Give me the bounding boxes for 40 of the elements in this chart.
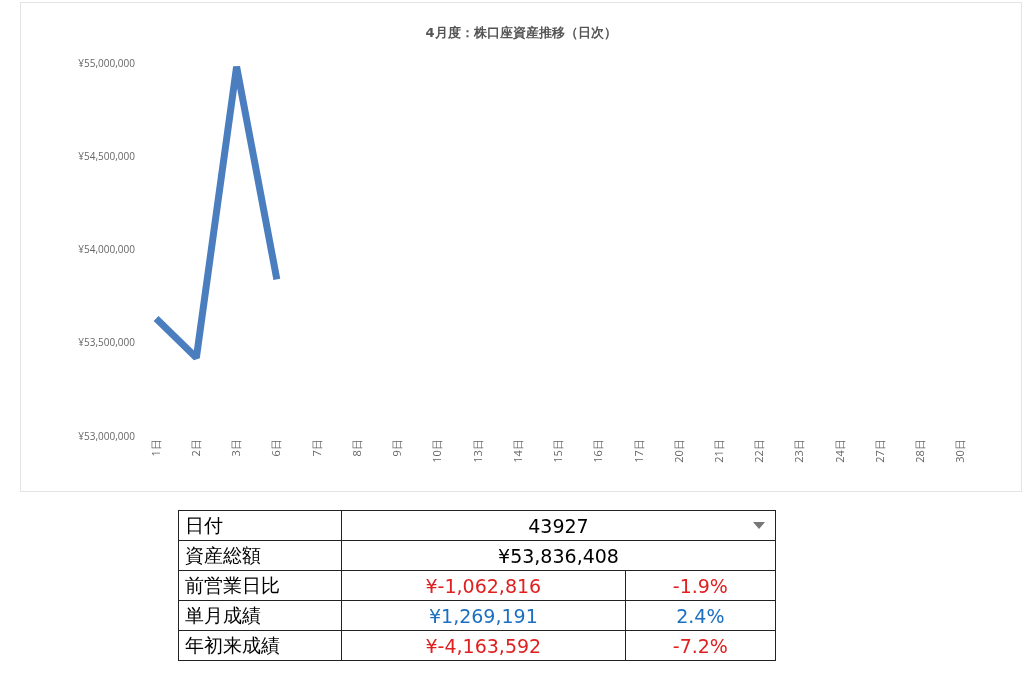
x-tick-label: 1日 (147, 439, 163, 457)
text: 日付 (178, 510, 342, 541)
x-tick-label: 22日 (751, 439, 767, 463)
x-tick-label: 23日 (791, 439, 807, 463)
x-tick-label: 3日 (228, 439, 244, 457)
x-tick-label: 20日 (670, 439, 686, 463)
x-tick-label: 30日 (952, 439, 968, 463)
text: 43927 (341, 510, 776, 541)
text: ¥1,269,191 (341, 600, 626, 631)
x-tick-label: 28日 (912, 439, 928, 463)
y-tick-label: ¥55,000,000 (78, 55, 136, 70)
x-tick-label: 13日 (469, 439, 485, 463)
y-tick-label: ¥53,500,000 (78, 335, 136, 350)
y-tick-label: ¥54,500,000 (78, 148, 136, 163)
x-tick-label: 17日 (630, 439, 646, 463)
x-tick-label: 27日 (871, 439, 887, 463)
y-tick-label: ¥54,000,000 (78, 242, 136, 256)
x-tick-label: 2日 (187, 439, 203, 457)
text: 単月成績 (178, 600, 342, 631)
x-tick-label: 16日 (590, 439, 606, 463)
chart-title: 4月度：株口座資産推移（日次） (425, 24, 617, 40)
x-tick-label: 14日 (509, 439, 525, 463)
text: 資産総額 (178, 540, 342, 571)
x-tick-label: 10日 (429, 439, 445, 463)
x-tick-label: 7日 (308, 439, 324, 457)
text: 前営業日比 (178, 570, 342, 601)
text: -7.2% (625, 630, 776, 661)
text: 2.4% (625, 600, 776, 631)
x-tick-label: 9日 (389, 439, 405, 457)
x-tick-label: 8日 (348, 439, 364, 457)
x-tick-label: 15日 (550, 439, 566, 463)
x-tick-label: 6日 (268, 439, 284, 457)
text: ¥53,836,408 (341, 540, 776, 571)
text: -1.9% (625, 570, 776, 601)
y-tick-label: ¥53,000,000 (78, 428, 136, 443)
text: ¥-1,062,816 (341, 570, 626, 601)
text: 年初来成績 (178, 630, 342, 661)
text: ¥-4,163,592 (341, 630, 626, 661)
x-tick-label: 21日 (711, 439, 727, 463)
x-tick-label: 24日 (831, 439, 847, 463)
